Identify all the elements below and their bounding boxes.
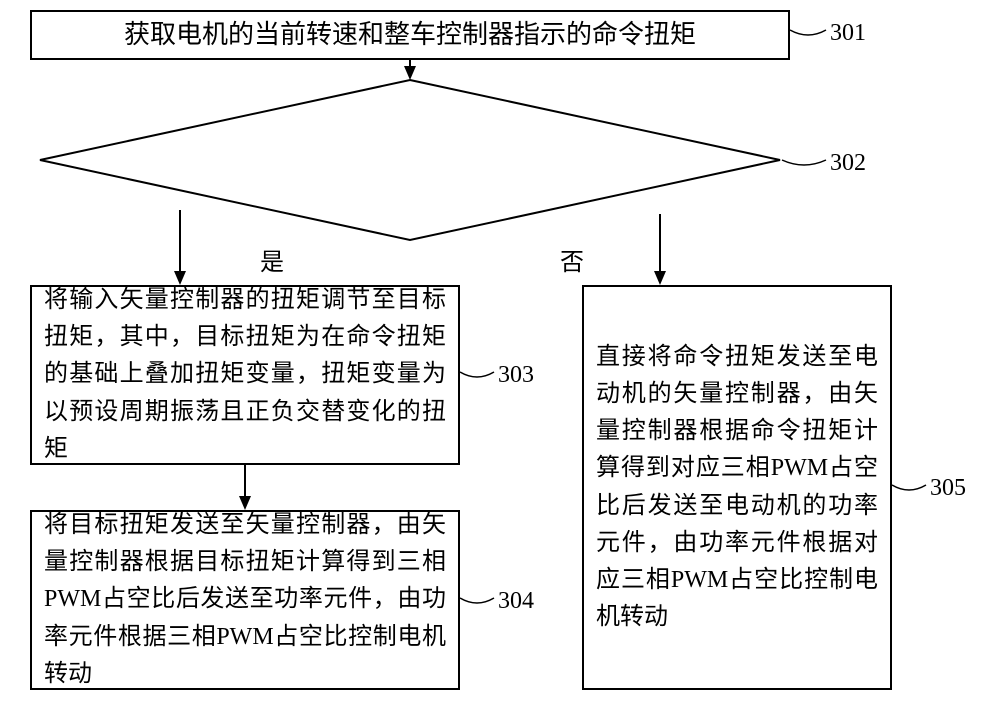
flow-step-304-text: 将目标扭矩发送至矢量控制器，由矢量控制器根据目标扭矩计算得到三相PWM占空比后发…	[44, 507, 446, 693]
decision-line-3: 堵转状态	[358, 179, 462, 217]
arrow-301-302-head	[404, 66, 416, 80]
flow-step-301-text: 获取电机的当前转速和整车控制器指示的命令扭矩	[124, 15, 696, 55]
branch-no-label: 否	[560, 242, 584, 277]
flow-step-301: 获取电机的当前转速和整车控制器指示的命令扭矩	[30, 10, 790, 60]
leader-305	[892, 485, 926, 490]
branch-no-text: 否	[560, 250, 584, 276]
ref-label-303: 303	[498, 362, 534, 389]
arrow-no-head	[654, 271, 666, 285]
ref-304-text: 304	[498, 588, 534, 614]
flow-decision-302: 根据当前 转速和命令扭矩判断电机是否处于 堵转状态	[40, 95, 780, 225]
leader-301	[790, 30, 826, 35]
decision-line-1: 根据当前	[358, 103, 462, 141]
ref-302-text: 302	[830, 150, 866, 176]
ref-303-text: 303	[498, 362, 534, 388]
flow-step-304: 将目标扭矩发送至矢量控制器，由矢量控制器根据目标扭矩计算得到三相PWM占空比后发…	[30, 510, 460, 690]
ref-label-304: 304	[498, 588, 534, 615]
leader-304	[460, 598, 494, 603]
branch-yes-text: 是	[260, 250, 284, 276]
ref-305-text: 305	[930, 475, 966, 501]
ref-label-305: 305	[930, 475, 966, 502]
ref-label-301: 301	[830, 20, 866, 47]
ref-label-302: 302	[830, 150, 866, 177]
leader-303	[460, 372, 494, 377]
flow-step-303: 将输入矢量控制器的扭矩调节至目标扭矩，其中，目标扭矩为在命令扭矩的基础上叠加扭矩…	[30, 285, 460, 465]
branch-yes-label: 是	[260, 242, 284, 277]
decision-line-2: 转速和命令扭矩判断电机是否处于	[215, 141, 605, 179]
leader-302	[782, 160, 826, 165]
ref-301-text: 301	[830, 20, 866, 46]
flow-step-305-text: 直接将命令扭矩发送至电动机的矢量控制器，由矢量控制器根据命令扭矩计算得到对应三相…	[596, 339, 878, 637]
flow-step-303-text: 将输入矢量控制器的扭矩调节至目标扭矩，其中，目标扭矩为在命令扭矩的基础上叠加扭矩…	[44, 282, 446, 468]
flow-step-305: 直接将命令扭矩发送至电动机的矢量控制器，由矢量控制器根据命令扭矩计算得到对应三相…	[582, 285, 892, 690]
